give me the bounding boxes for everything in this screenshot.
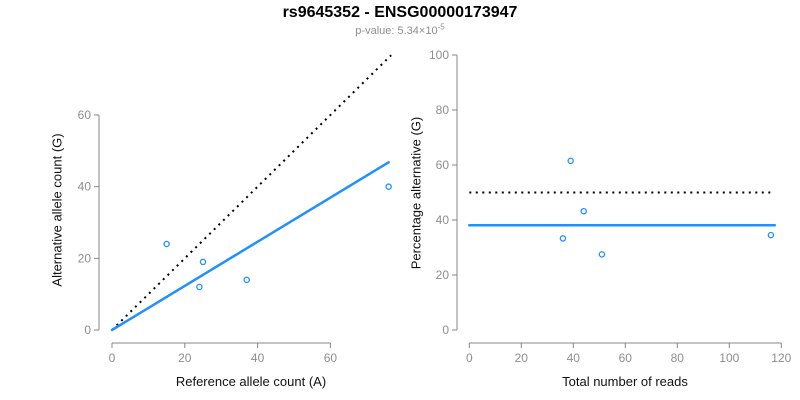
- data-point: [559, 235, 567, 242]
- figure-subtitle: p-value: 5.34×10-5: [0, 22, 800, 37]
- x-tick-label: 40: [567, 351, 581, 365]
- x-tick-label: 100: [719, 351, 739, 365]
- x-tick-label: 0: [466, 351, 473, 365]
- data-point: [163, 240, 170, 248]
- fit-line: [110, 161, 390, 332]
- y-tick-label: 80: [436, 103, 450, 117]
- data-point: [580, 207, 587, 215]
- data-point: [243, 276, 250, 284]
- data-point: [567, 157, 574, 165]
- x-tick-label: 20: [178, 351, 192, 365]
- right-xaxis-title: Total number of reads: [562, 374, 688, 389]
- x-tick-label: 0: [109, 351, 116, 365]
- y-tick-label: 60: [436, 158, 450, 172]
- y-tick-label: 100: [429, 48, 449, 62]
- y-tick-label: 20: [436, 268, 450, 282]
- left-yaxis-title: Alternative allele count (G): [49, 133, 65, 287]
- identity-line: [111, 54, 392, 331]
- left-xaxis-title: Reference allele count (A): [175, 374, 327, 389]
- x-tick-label: 40: [251, 351, 265, 365]
- x-tick-label: 60: [324, 351, 338, 365]
- x-tick-label: 120: [771, 351, 791, 365]
- y-tick-label: 20: [78, 251, 92, 265]
- y-tick-label: 60: [78, 108, 92, 122]
- x-tick-label: 80: [671, 351, 685, 365]
- y-tick-label: 0: [442, 323, 449, 337]
- x-tick-label: 60: [619, 351, 633, 365]
- data-point: [598, 251, 606, 258]
- y-tick-label: 40: [436, 213, 450, 227]
- data-point: [385, 183, 392, 190]
- data-point: [196, 283, 203, 291]
- data-point: [199, 258, 207, 266]
- right-yaxis-title: Percentage alternative (G): [408, 116, 424, 270]
- figure-title: rs9645352 - ENSG00000173947: [282, 4, 518, 21]
- pvalue-exponent: -5: [437, 22, 445, 32]
- data-point: [767, 231, 775, 239]
- y-tick-label: 0: [84, 323, 91, 337]
- pvalue-text: p-value: 5.34×10: [355, 25, 438, 37]
- y-tick-label: 40: [78, 180, 92, 194]
- x-tick-label: 20: [515, 351, 529, 365]
